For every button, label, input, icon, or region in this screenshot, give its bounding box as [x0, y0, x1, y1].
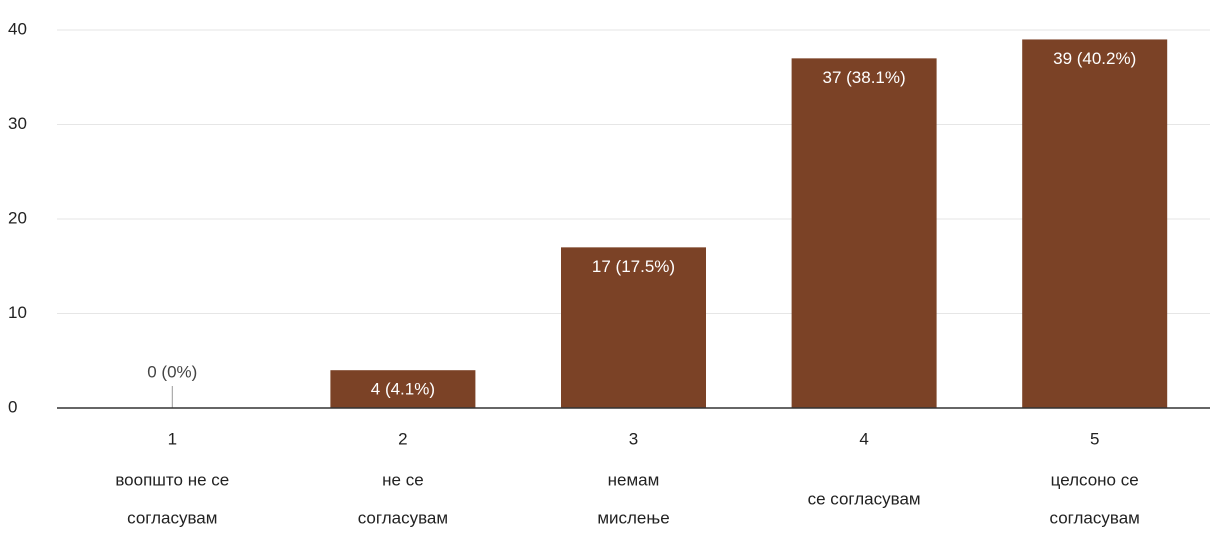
y-tick-label: 20: [8, 208, 27, 227]
category-description: мислење: [597, 508, 669, 527]
bar: [1022, 39, 1168, 408]
y-tick-label: 0: [8, 397, 17, 416]
category-description: не се: [382, 470, 424, 489]
category-description: согласувам: [1050, 508, 1140, 527]
value-label: 39 (40.2%): [1053, 49, 1136, 68]
value-label: 17 (17.5%): [592, 257, 675, 276]
category-description: согласувам: [358, 508, 448, 527]
category-description: воопшто не се: [115, 470, 229, 489]
x-tick-label: 1: [168, 429, 177, 448]
category-description: се согласувам: [808, 489, 921, 508]
y-tick-label: 30: [8, 114, 27, 133]
bar: [561, 247, 706, 408]
bar: [791, 58, 937, 408]
value-label: 37 (38.1%): [823, 68, 906, 87]
x-tick-label: 3: [629, 429, 638, 448]
y-tick-label: 10: [8, 303, 27, 322]
category-description: согласувам: [127, 508, 217, 527]
bar: [330, 370, 476, 408]
x-tick-label: 2: [398, 429, 407, 448]
category-description: целсоно се: [1051, 470, 1139, 489]
category-description: немам: [608, 470, 660, 489]
value-label: 4 (4.1%): [371, 380, 435, 399]
y-tick-label: 40: [8, 19, 27, 38]
value-label: 0 (0%): [147, 362, 197, 381]
x-tick-label: 5: [1090, 429, 1099, 448]
x-tick-label: 4: [859, 429, 868, 448]
